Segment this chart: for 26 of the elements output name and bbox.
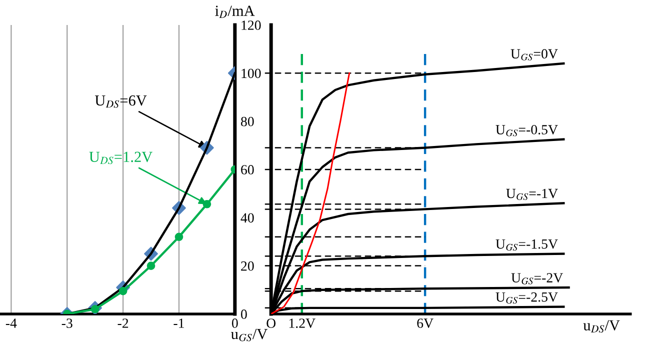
- y-tick-label: 0: [240, 310, 247, 319]
- y-tick-label: 120: [242, 20, 261, 30]
- x-tick-label: -2: [118, 318, 128, 328]
- x-tick-label: 1.2V: [289, 318, 316, 328]
- y-tick-label: 80: [240, 116, 254, 126]
- annotation: U$_{DS}$=6V: [94, 95, 147, 108]
- x-tick-label: O: [266, 318, 276, 328]
- series-label: U$_{GS}$=-1.5V: [496, 239, 558, 251]
- y-tick-label: 60: [241, 165, 254, 174]
- x-tick-label: -1: [174, 318, 184, 328]
- x-tick-label: -3: [62, 318, 72, 328]
- x-tick-label: 0: [232, 318, 238, 328]
- y-tick-label: 20: [241, 261, 254, 271]
- series-label: U$_{GS}$=-0.5V: [496, 125, 558, 136]
- series-label: U$_{GS}$=-2V: [511, 273, 564, 284]
- x-tick-label: -4: [6, 318, 17, 328]
- y-axis-title: i$_{D}$/mA: [215, 6, 255, 18]
- x-axis-title: u$_{GS}$/V: [231, 328, 268, 342]
- y-tick-label: 100: [242, 68, 261, 78]
- series-label: U$_{GS}$=-1V: [506, 188, 558, 200]
- annotation: U$_{DS}$=1.2V: [89, 152, 152, 164]
- y-tick-label: 40: [240, 213, 254, 223]
- x-axis-title: u$_{DS}$/V: [583, 320, 620, 333]
- x-tick-label: 6V: [417, 318, 434, 328]
- series-label: U$_{GS}$=-2.5V: [496, 292, 558, 304]
- series-label: U$_{GS}$=0V: [510, 49, 558, 60]
